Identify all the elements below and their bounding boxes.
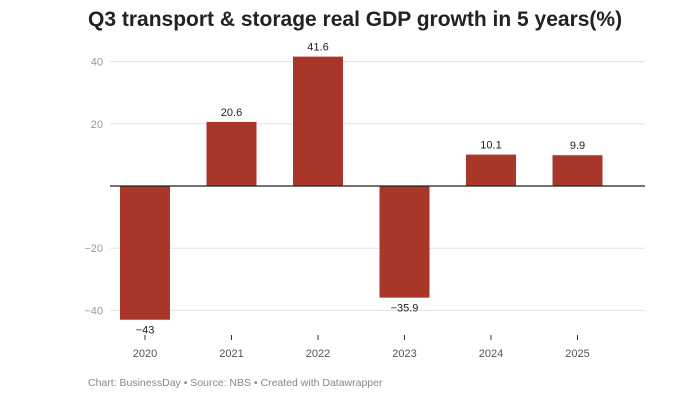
data-label-2023: −35.9: [391, 303, 419, 315]
data-label-2025: 9.9: [570, 140, 585, 152]
bar-2022: [293, 56, 343, 187]
bar-2021: [206, 121, 257, 186]
data-labels: −43 20.6 41.6 −35.9 10.1 9.9: [136, 42, 585, 337]
data-label-2020: −43: [136, 325, 155, 337]
data-label-2021: 20.6: [221, 107, 242, 119]
y-tick-label: −40: [84, 305, 103, 317]
x-tick-label-2020: 2020: [133, 348, 157, 360]
chart-title: Q3 transport & storage real GDP growth i…: [88, 8, 623, 31]
data-label-2024: 10.1: [480, 140, 501, 152]
x-tick-label-2025: 2025: [565, 348, 589, 360]
x-axis-ticks: 2020 2021 2022 2023 2024 2025: [133, 335, 590, 360]
x-tick-label-2023: 2023: [392, 348, 416, 360]
bar-2020: [120, 186, 170, 320]
y-tick-label: 20: [91, 119, 103, 131]
bar-2023: [379, 186, 430, 298]
bar-2025: [552, 155, 603, 186]
x-tick-label-2024: 2024: [479, 348, 503, 360]
y-tick-label: 40: [91, 57, 103, 69]
y-tick-label: −20: [84, 243, 103, 255]
x-tick-label-2022: 2022: [306, 348, 330, 360]
y-axis-ticks: 40 20 −20 −40: [84, 57, 103, 318]
chart-footer: Chart: BusinessDay • Source: NBS • Creat…: [88, 377, 383, 389]
bars: [120, 56, 603, 320]
bar-2024: [466, 154, 516, 186]
data-label-2022: 41.6: [307, 42, 328, 54]
x-tick-label-2021: 2021: [219, 348, 243, 360]
gridlines: [110, 61, 645, 311]
